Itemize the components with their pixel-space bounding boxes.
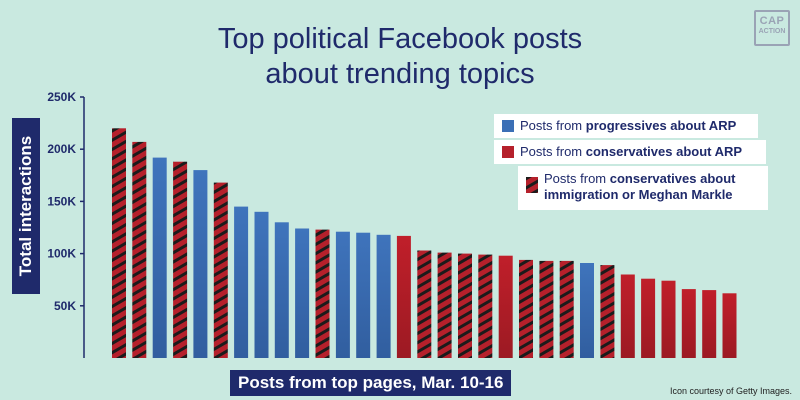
bar-prog bbox=[356, 232, 371, 358]
legend-text-hatched-bold-line2: immigration or Meghan Markle bbox=[544, 187, 733, 202]
image-credit: Icon courtesy of Getty Images. bbox=[669, 386, 792, 396]
bar-cons bbox=[620, 274, 635, 358]
bar-hatch bbox=[600, 265, 615, 358]
bar-cons bbox=[641, 278, 656, 358]
bar-hatch bbox=[315, 229, 330, 358]
bar-prog bbox=[193, 170, 208, 358]
logo-text-action: ACTION bbox=[758, 28, 786, 35]
y-tick-label: 200K bbox=[47, 142, 76, 156]
bar-hatch bbox=[132, 141, 147, 358]
legend-text-hatched-bold: conservatives about bbox=[609, 171, 736, 186]
bar-prog bbox=[295, 228, 310, 358]
legend-text-hatched-pre: Posts from bbox=[544, 171, 610, 186]
y-tick-label: 150K bbox=[47, 194, 76, 208]
bar-prog bbox=[274, 222, 289, 358]
bar-hatch bbox=[539, 260, 554, 358]
legend-label-conservatives-immigration: Posts from conservatives about immigrati… bbox=[544, 171, 735, 203]
bar-hatch bbox=[173, 161, 188, 358]
bar-cons bbox=[702, 290, 717, 358]
y-tick-label: 50K bbox=[54, 299, 76, 313]
legend-label-progressives: Posts from progressives about ARP bbox=[520, 118, 736, 134]
bar-prog bbox=[580, 263, 594, 358]
bar-cons bbox=[722, 293, 737, 358]
y-axis-label-box: Total interactions bbox=[12, 118, 40, 294]
bar-prog bbox=[152, 157, 167, 358]
x-axis-label: Posts from top pages, Mar. 10-16 bbox=[230, 370, 512, 396]
legend-item-conservatives-immigration: Posts from conservatives about immigrati… bbox=[518, 166, 768, 210]
bar-hatch bbox=[112, 128, 126, 358]
bar-hatch bbox=[213, 182, 228, 358]
bars-group bbox=[112, 128, 737, 358]
bar-cons bbox=[396, 235, 411, 358]
bar-hatch bbox=[559, 260, 574, 358]
bar-hatch bbox=[458, 253, 472, 358]
legend-swatch-conservatives bbox=[502, 146, 514, 158]
bar-hatch bbox=[417, 250, 432, 358]
chart-title-line-1: Top political Facebook posts bbox=[217, 23, 583, 55]
legend-text-conservatives-bold: conservatives about ARP bbox=[585, 144, 743, 159]
chart-title: Top political Facebook posts about trend… bbox=[0, 22, 800, 92]
legend-swatch-hatched bbox=[526, 177, 538, 193]
legend-text-conservatives-pre: Posts from bbox=[520, 144, 586, 159]
chart-title-line-2: about trending topics bbox=[265, 58, 535, 90]
legend-text-progressives-pre: Posts from bbox=[520, 118, 586, 133]
bar-prog bbox=[335, 231, 350, 358]
y-tick-label: 250K bbox=[47, 90, 76, 104]
logo-text-cap: CAP bbox=[759, 15, 785, 27]
cap-action-logo: CAP ACTION bbox=[754, 10, 790, 46]
bar-cons bbox=[498, 255, 513, 358]
bar-hatch bbox=[519, 259, 533, 358]
legend-text-progressives-bold: progressives about ARP bbox=[585, 118, 737, 133]
legend-label-conservatives: Posts from conservatives about ARP bbox=[520, 144, 742, 160]
bar-prog bbox=[376, 234, 391, 358]
legend-item-progressives: Posts from progressives about ARP bbox=[494, 114, 758, 138]
bar-prog bbox=[234, 206, 249, 358]
legend-swatch-progressives bbox=[502, 120, 514, 132]
y-axis: 50K 100K 150K 200K 250K bbox=[47, 90, 85, 358]
bar-hatch bbox=[478, 254, 493, 358]
y-axis-label: Total interactions bbox=[16, 135, 35, 277]
y-tick-label: 100K bbox=[47, 247, 76, 261]
legend-item-conservatives: Posts from conservatives about ARP bbox=[494, 140, 766, 164]
bar-cons bbox=[681, 289, 696, 358]
bar-hatch bbox=[437, 252, 452, 358]
bar-prog bbox=[254, 211, 269, 358]
bar-cons bbox=[661, 280, 676, 358]
